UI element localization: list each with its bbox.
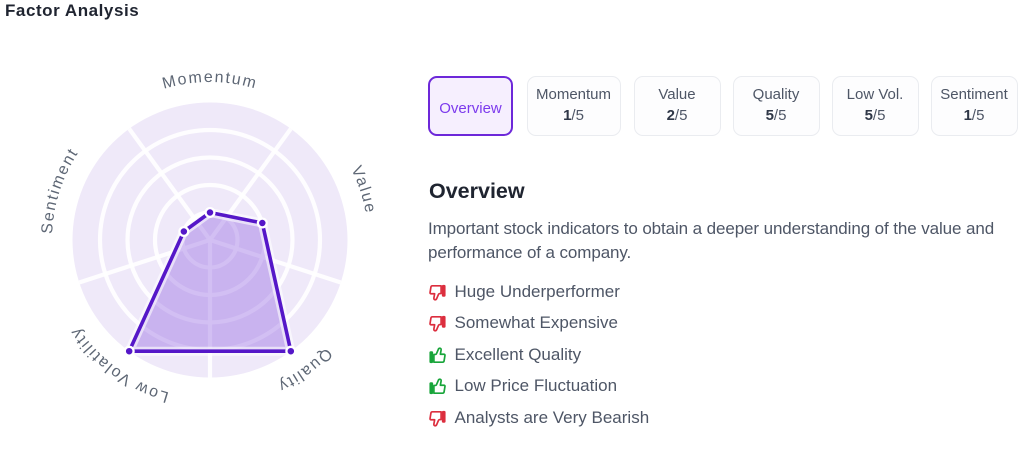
svg-text:Value: Value: [348, 163, 379, 215]
svg-text:Momentum: Momentum: [161, 69, 260, 93]
